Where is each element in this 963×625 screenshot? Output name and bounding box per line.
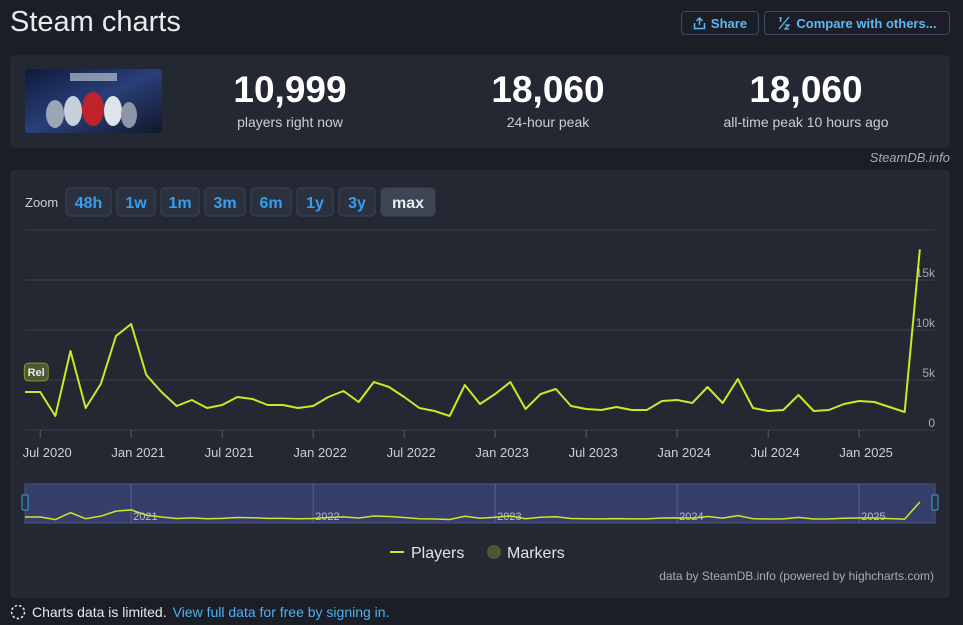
legend-label: Markers [507, 545, 565, 562]
x-tick-label: Jul 2020 [23, 445, 72, 460]
zoom-option: 3y [348, 195, 366, 212]
sign-in-link[interactable]: View full data for free by signing in. [172, 604, 390, 620]
zoom-button[interactable]: 48h [65, 187, 112, 217]
y-tick-label: 10k [916, 316, 936, 330]
zoom-button-bg [250, 187, 292, 217]
zoom-button-bg [338, 187, 376, 217]
zoom-option: 48h [75, 195, 103, 212]
zoom-option: 6m [259, 195, 282, 212]
x-tick-label: Jan 2025 [839, 445, 893, 460]
x-tick-label: Jan 2021 [111, 445, 165, 460]
compare-label: Compare with others... [796, 15, 937, 31]
zoom-button-bg [116, 187, 156, 217]
zoom-option: 1w [125, 195, 147, 212]
stat-label: all-time peak 10 hours ago [723, 114, 889, 130]
navigator-label: 2025 [861, 511, 885, 523]
marker[interactable]: Rel [23, 362, 49, 382]
legend-label: Players [411, 545, 464, 562]
page-title: Steam charts [10, 6, 181, 38]
zoom-button-bg [296, 187, 334, 217]
limit-icon [10, 604, 26, 620]
compare-button[interactable]: Compare with others... [764, 11, 950, 35]
stat-24h-peak: 18,060 24-hour peak [418, 69, 678, 130]
navigator-label: 2021 [133, 511, 157, 523]
y-tick-label: 5k [922, 366, 936, 380]
y-tick-label: 0 [928, 416, 935, 430]
zoom-button[interactable]: max [380, 187, 436, 217]
navigator-label: 2023 [497, 511, 521, 523]
stats-panel: 10,999 players right now 18,060 24-hour … [10, 55, 950, 148]
share-label: Share [710, 15, 748, 31]
zoom-button[interactable]: 1m [160, 187, 200, 217]
navigator-bg [24, 483, 936, 524]
navigator-handle[interactable] [931, 494, 939, 511]
x-tick-label: Jul 2024 [751, 445, 800, 460]
marker-badge [23, 362, 49, 382]
zoom-button[interactable]: 6m [250, 187, 292, 217]
zoom-label: Zoom [25, 195, 58, 210]
marker-label: Rel [28, 367, 45, 379]
game-thumbnail[interactable] [25, 69, 162, 133]
zoom-option: 3m [213, 195, 236, 212]
series-line [25, 249, 921, 417]
navigator-line [25, 501, 921, 521]
zoom-button[interactable]: 1w [116, 187, 156, 217]
source-label: SteamDB.info [869, 150, 950, 165]
chart-panel [10, 170, 950, 598]
stat-label: players right now [237, 114, 343, 130]
chart: Zoom 48h 1w 1m 3m 6m 1y 3y max 0 5k 10k 15k Jul 2020 J… [21, 187, 939, 583]
stat-value: 10,999 [233, 69, 347, 110]
share-icon [693, 16, 706, 29]
stat-current: 10,999 players right now [160, 69, 420, 130]
zoom-button[interactable]: 1y [296, 187, 334, 217]
x-tick-label: Jul 2023 [569, 445, 618, 460]
zoom-option: 1y [306, 195, 324, 212]
zoom-button-bg [160, 187, 200, 217]
legend-swatch [487, 545, 501, 559]
stat-value: 18,060 [749, 69, 863, 110]
navigator-handle[interactable] [21, 494, 29, 511]
stat-all-time-peak: 18,060 all-time peak 10 hours ago [676, 69, 936, 130]
limit-notice: Charts data is limited. [32, 604, 167, 620]
x-tick-label: Jul 2022 [387, 445, 436, 460]
legend: Players Markers [390, 545, 565, 562]
stat-label: 24-hour peak [506, 114, 590, 130]
x-tick-label: Jan 2023 [475, 445, 529, 460]
zoom-button-bg [204, 187, 246, 217]
share-button[interactable]: Share [681, 11, 759, 35]
zoom-button[interactable]: 3y [338, 187, 376, 217]
zoom-option: 1m [168, 195, 191, 212]
x-tick-label: Jan 2024 [657, 445, 711, 460]
navigator-label: 2024 [679, 511, 703, 523]
zoom-option: max [392, 195, 424, 212]
zoom-button-bg [65, 187, 112, 217]
credits[interactable]: data by SteamDB.info (powered by highcha… [659, 569, 934, 583]
x-tick-label: Jul 2021 [205, 445, 254, 460]
zoom-button-bg [380, 187, 436, 217]
zoom-button[interactable]: 3m [204, 187, 246, 217]
footer: Charts data is limited. View full data f… [10, 604, 389, 620]
y-tick-label: 15k [916, 266, 936, 280]
stat-value: 18,060 [491, 69, 605, 110]
x-tick-label: Jan 2022 [293, 445, 347, 460]
compare-icon [778, 16, 791, 30]
